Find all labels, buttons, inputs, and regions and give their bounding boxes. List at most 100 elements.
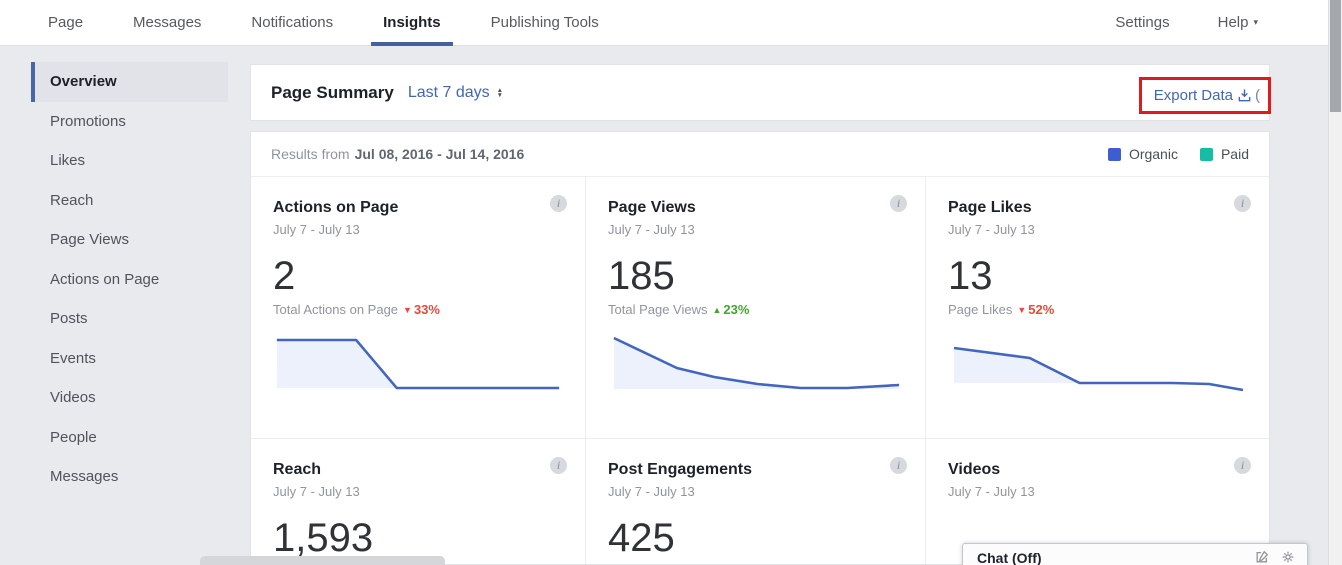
info-icon[interactable]: i <box>550 195 567 212</box>
card-date-range: July 7 - July 13 <box>948 222 1035 237</box>
page-summary-body: Results from Jul 08, 2016 - Jul 14, 2016… <box>250 131 1270 565</box>
card-date-range: July 7 - July 13 <box>273 222 360 237</box>
results-prefix: Results from <box>271 146 350 162</box>
organic-swatch-icon <box>1107 147 1121 161</box>
card-value: 2 <box>273 254 296 298</box>
delta-badge: ▼ 33% <box>403 302 440 317</box>
chart-legend: Organic Paid <box>1107 146 1249 162</box>
chevron-down-icon: ▾ <box>1253 17 1258 27</box>
card-title: Post Engagements <box>608 461 753 478</box>
summary-cards-grid: Actions on Page July 7 - July 13 2 Total… <box>251 177 1269 564</box>
sidebar-item-reach[interactable]: Reach <box>50 191 94 209</box>
legend-paid-label: Paid <box>1220 146 1249 162</box>
card-title: Page Likes <box>948 199 1032 216</box>
sidebar-item-likes[interactable]: Likes <box>50 152 86 170</box>
triangle-down-icon: ▼ <box>403 304 412 315</box>
chat-status-label: Chat (Off) <box>977 550 1042 565</box>
sidebar-item-people[interactable]: People <box>50 428 97 446</box>
sparkline-chart <box>953 346 1244 392</box>
sidebar-item-videos[interactable]: Videos <box>50 389 96 407</box>
card-actions-on-page[interactable]: Actions on Page July 7 - July 13 2 Total… <box>251 177 586 439</box>
compose-icon[interactable] <box>1255 550 1269 565</box>
card-value: 425 <box>608 516 675 560</box>
card-metric-row: Total Actions on Page ▼ 33% <box>273 302 563 317</box>
sidebar-item-page-views[interactable]: Page Views <box>50 231 129 249</box>
card-date-range: July 7 - July 13 <box>608 222 695 237</box>
card-value: 1,593 <box>273 516 374 560</box>
settings-link[interactable]: Settings <box>1115 14 1170 31</box>
info-icon[interactable]: i <box>890 457 907 474</box>
help-label: Help <box>1217 14 1249 31</box>
legend-organic-label: Organic <box>1128 146 1178 162</box>
info-icon[interactable]: i <box>1234 457 1251 474</box>
export-data-button[interactable]: Export Data ( <box>1138 77 1271 114</box>
sidebar-item-events[interactable]: Events <box>50 349 96 367</box>
card-title: Actions on Page <box>273 199 399 216</box>
tab-insights[interactable]: Insights <box>371 0 453 46</box>
info-icon[interactable]: i <box>1234 195 1251 212</box>
card-value: 185 <box>608 254 675 298</box>
date-range-label: Last 7 days <box>407 83 490 101</box>
insights-sidebar: Overview Promotions Likes Reach Page Vie… <box>0 46 237 565</box>
export-partial-text: ( <box>1255 87 1260 104</box>
sidebar-item-promotions[interactable]: Promotions <box>50 112 126 130</box>
top-nav-tabs: Page Messages Notifications Insights Pub… <box>0 0 599 46</box>
date-range-selector[interactable]: Last 7 days ▲ ▼ <box>408 84 503 102</box>
sort-arrows-icon: ▲ ▼ <box>496 86 504 99</box>
top-nav-right: Settings Help ▾ <box>1115 14 1328 31</box>
sparkline-chart <box>276 338 560 390</box>
sidebar-item-posts[interactable]: Posts <box>50 310 88 328</box>
delta-percent: 52% <box>1028 302 1055 317</box>
card-title: Page Views <box>608 199 696 216</box>
card-title: Reach <box>273 461 322 478</box>
card-date-range: July 7 - July 13 <box>948 484 1035 499</box>
paid-swatch-icon <box>1199 147 1213 161</box>
page-summary-header: Page Summary Last 7 days ▲ ▼ Export Data … <box>250 64 1271 121</box>
info-icon[interactable]: i <box>550 457 567 474</box>
gear-icon[interactable] <box>1281 550 1295 565</box>
legend-organic: Organic <box>1107 146 1178 162</box>
delta-percent: 23% <box>723 302 750 317</box>
sidebar-item-messages[interactable]: Messages <box>50 468 119 486</box>
tab-messages[interactable]: Messages <box>133 14 202 31</box>
card-value: 13 <box>948 254 993 298</box>
help-menu[interactable]: Help ▾ <box>1218 14 1258 31</box>
metric-label: Total Page Views <box>608 302 708 317</box>
metric-label: Total Actions on Page <box>273 302 399 317</box>
card-date-range: July 7 - July 13 <box>273 484 360 499</box>
legend-paid: Paid <box>1199 146 1249 162</box>
vertical-scrollbar[interactable] <box>1328 0 1342 565</box>
chat-dock-icons <box>1255 550 1295 565</box>
delta-badge: ▲ 23% <box>713 302 750 317</box>
results-bar: Results from Jul 08, 2016 - Jul 14, 2016… <box>251 132 1269 177</box>
top-nav: Page Messages Notifications Insights Pub… <box>0 0 1328 46</box>
browser-status-bar <box>200 556 445 565</box>
metric-label: Page Likes <box>948 302 1013 317</box>
card-title: Videos <box>948 461 1001 478</box>
tab-notifications[interactable]: Notifications <box>251 14 334 31</box>
delta-badge: ▼ 52% <box>1017 302 1054 317</box>
scrollbar-thumb[interactable] <box>1330 0 1341 112</box>
card-metric-row: Page Likes ▼ 52% <box>948 302 1247 317</box>
sparkline-chart <box>613 336 900 390</box>
delta-percent: 33% <box>413 302 440 317</box>
card-metric-row: Total Page Views ▲ 23% <box>608 302 903 317</box>
sidebar-item-overview[interactable]: Overview <box>31 62 228 102</box>
card-post-engagements[interactable]: Post Engagements July 7 - July 13 425 i <box>586 439 926 564</box>
page-summary-title: Page Summary <box>271 82 394 102</box>
card-page-likes[interactable]: Page Likes July 7 - July 13 13 Page Like… <box>926 177 1269 439</box>
download-icon <box>1237 88 1252 103</box>
triangle-down-icon: ▼ <box>1017 304 1027 315</box>
tab-page[interactable]: Page <box>48 14 84 31</box>
card-page-views[interactable]: Page Views July 7 - July 13 185 Total Pa… <box>586 177 926 439</box>
results-date-range: Jul 08, 2016 - Jul 14, 2016 <box>354 146 525 162</box>
triangle-up-icon: ▲ <box>712 304 722 315</box>
card-videos[interactable]: Videos July 7 - July 13 i <box>926 439 1269 564</box>
export-data-label: Export Data <box>1153 87 1233 104</box>
chat-dock[interactable]: Chat (Off) <box>962 543 1308 565</box>
sidebar-item-actions-on-page[interactable]: Actions on Page <box>50 270 160 288</box>
tab-publishing-tools[interactable]: Publishing Tools <box>490 14 599 31</box>
card-reach[interactable]: Reach July 7 - July 13 1,593 i <box>251 439 586 564</box>
info-icon[interactable]: i <box>890 195 907 212</box>
